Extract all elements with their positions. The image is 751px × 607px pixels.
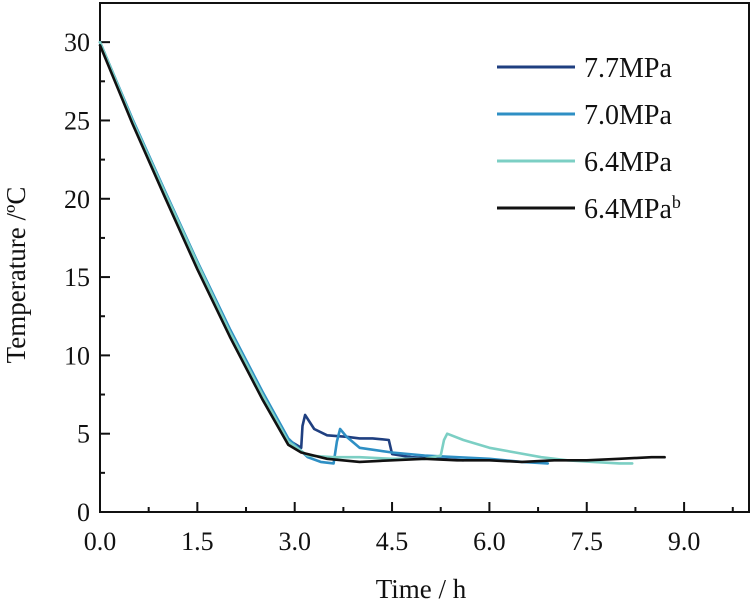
legend-label-2: 7.0MPa <box>584 100 672 131</box>
plot-border <box>99 2 750 513</box>
y-tick-label: 20 <box>64 185 90 214</box>
x-tick-label: 6.0 <box>473 527 506 556</box>
y-tick-label: 15 <box>64 263 90 292</box>
x-axis-tick-labels: 0.0 1.5 3.0 4.5 6.0 7.5 9.0 <box>84 527 701 556</box>
y-tick-label: 10 <box>64 341 90 370</box>
series-line-4 <box>98 43 666 464</box>
x-tick-label: 9.0 <box>668 527 701 556</box>
x-axis-label: Time / h <box>376 574 467 604</box>
y-tick-label: 5 <box>77 420 90 449</box>
y-tick-label: 30 <box>64 28 90 57</box>
x-tick-label: 1.5 <box>181 527 214 556</box>
x-axis-ticks <box>99 502 734 512</box>
y-tick-label: 25 <box>64 106 90 135</box>
legend: 7.7MPa 7.0MPa 6.4MPa 6.4MPab <box>497 53 681 225</box>
series-layer <box>98 40 666 465</box>
x-tick-label: 4.5 <box>376 527 409 556</box>
x-tick-label: 7.5 <box>571 527 604 556</box>
plot-frame <box>99 2 750 513</box>
series-line-1 <box>98 40 465 462</box>
series-line-3 <box>98 40 634 465</box>
x-tick-label: 0.0 <box>84 527 117 556</box>
y-axis-label: Temperature /ºC <box>1 187 31 364</box>
legend-label-4: 6.4MPab <box>584 192 681 225</box>
legend-label-3: 6.4MPa <box>584 147 672 178</box>
legend-label-1: 7.7MPa <box>584 53 672 84</box>
legend-superscript: b <box>672 192 681 212</box>
y-axis-tick-labels: 0 5 10 15 20 25 30 <box>64 28 90 527</box>
series-line-2 <box>98 40 550 465</box>
y-axis-ticks <box>100 41 110 513</box>
y-tick-label: 0 <box>77 498 90 527</box>
x-tick-label: 3.0 <box>278 527 311 556</box>
